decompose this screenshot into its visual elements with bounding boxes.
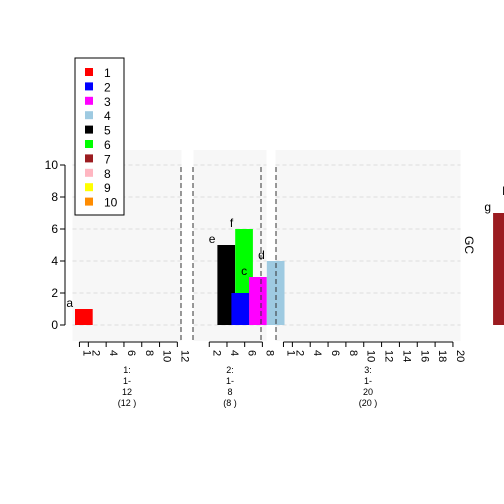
x-tick-label: 16	[418, 350, 430, 362]
x-tick-label: 1	[80, 350, 92, 356]
x-tick-label: 4	[107, 350, 119, 356]
panel-label-line: 2:	[226, 365, 234, 375]
bar-label: a	[66, 296, 73, 310]
bar-label: c	[241, 264, 247, 278]
side-label: GC	[462, 236, 476, 254]
y-tick-label: 10	[45, 158, 59, 172]
x-tick-label: 18	[436, 350, 448, 362]
x-tick-label: 12	[383, 350, 395, 362]
legend-swatch	[85, 125, 93, 134]
x-tick-label: 2	[293, 350, 305, 356]
bar	[75, 309, 93, 325]
panel-label-line: 8	[227, 387, 232, 397]
x-tick-label: 4	[311, 350, 323, 356]
legend-label: 5	[104, 124, 111, 138]
legend-label: 4	[104, 109, 111, 123]
x-tick-label: 8	[347, 350, 359, 356]
legend-label: 3	[104, 95, 111, 109]
legend-box	[74, 57, 125, 216]
bar-label: g	[484, 200, 491, 214]
legend-label: 9	[104, 181, 111, 195]
y-tick-label: 2	[51, 286, 58, 300]
bar	[217, 245, 236, 325]
panel-label-line: 3:	[364, 365, 372, 375]
y-axis: 0 2 4 6 8 10	[45, 158, 66, 332]
y-tick-label: 6	[51, 222, 58, 236]
x-tick-label: 6	[125, 350, 137, 356]
legend-label: 6	[104, 138, 111, 152]
x-tick-label: 20	[454, 350, 466, 362]
panel-label-line: 1-	[226, 376, 234, 386]
x-tick-label: 14	[400, 350, 412, 362]
x-tick-label: 2	[210, 350, 222, 356]
panel-label-line: 1:	[123, 365, 131, 375]
x-tick-label: 4	[228, 350, 240, 356]
legend-label: 8	[104, 167, 111, 181]
legend-label: 10	[104, 196, 118, 210]
legend-swatch	[85, 140, 93, 148]
panel-label-line: 1-	[123, 376, 131, 386]
bar	[231, 293, 250, 325]
x-tick-label: 8	[263, 350, 275, 356]
panel-label-line: 20	[363, 387, 373, 397]
bar	[493, 213, 504, 325]
legend-swatch	[85, 68, 93, 76]
panel-background	[275, 150, 461, 341]
panel-label-line: 12	[122, 387, 132, 397]
legend-swatch	[85, 96, 93, 105]
bar-label: e	[209, 232, 216, 246]
panel-label-line: (20 )	[359, 398, 378, 408]
legend-swatch	[85, 154, 93, 163]
x-tick-label: 10	[365, 350, 377, 362]
panel-dividers	[180, 167, 277, 341]
bar-label: b	[223, 280, 230, 294]
legend-swatch	[85, 111, 93, 120]
x-tick-label: 10	[161, 350, 173, 362]
x-tick-label: 6	[246, 350, 258, 356]
bars	[75, 213, 504, 325]
legend-swatch	[85, 183, 93, 192]
legend-swatch	[85, 82, 93, 91]
bar	[249, 277, 267, 325]
bar-label: f	[230, 216, 234, 230]
x-axes: 12 4 6 8 10 12 2 4 6 8 12 4 6 8 10 12 14 16 18 20	[78, 341, 466, 362]
x-tick-label: 8	[143, 350, 155, 356]
legend-label: 7	[104, 152, 111, 166]
panel-labels: 1:1-12(12 )2:1-8(8 )3:1-20(20 )	[118, 365, 378, 408]
legend-label: 2	[104, 80, 111, 94]
x-tick-label: 6	[329, 350, 341, 356]
legend-swatch	[85, 197, 93, 206]
panel-label-line: (8 )	[223, 398, 237, 408]
y-tick-label: 8	[51, 190, 58, 204]
y-tick-label: 0	[51, 318, 58, 332]
x-tick-label: 1	[284, 350, 296, 356]
bar-label: h	[502, 184, 504, 198]
bar	[266, 261, 285, 325]
x-tick-label: 12	[178, 350, 190, 362]
panel-label-line: 1-	[364, 376, 372, 386]
x-tick-label: 2	[89, 350, 101, 356]
y-tick-label: 4	[51, 254, 58, 268]
legend-swatch	[85, 168, 93, 177]
panel-label-line: (12 )	[118, 398, 137, 408]
legend-label: 1	[104, 66, 111, 80]
